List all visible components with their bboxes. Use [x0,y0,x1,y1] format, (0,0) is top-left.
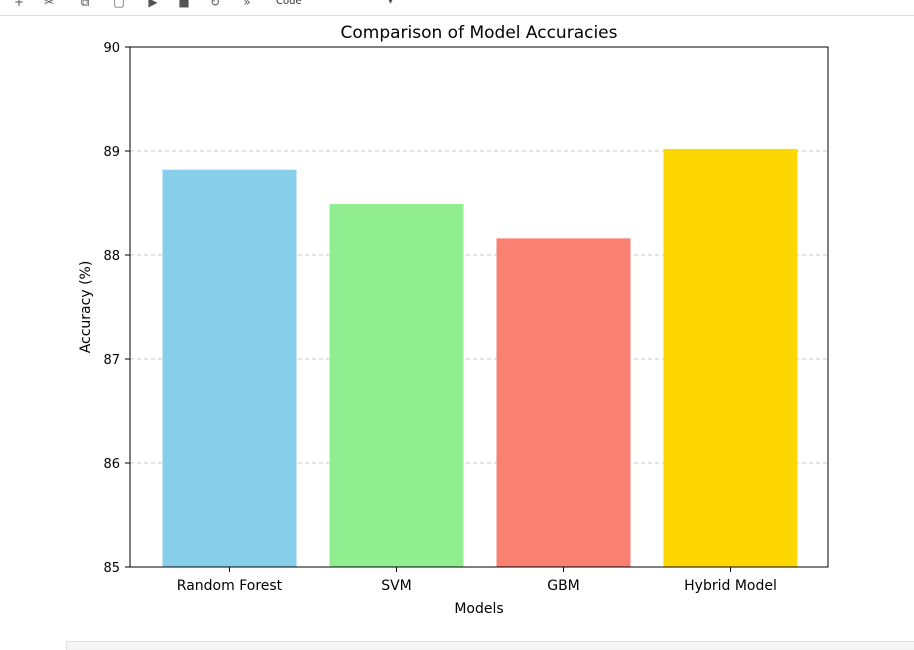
y-tick-label: 87 [103,353,120,368]
chart-title: Comparison of Model Accuracies [340,23,617,43]
chevron-down-icon: ▾ [387,0,393,7]
x-tick-label: Random Forest [177,578,283,594]
y-tick-label: 90 [103,41,120,56]
paste-icon[interactable]: ▢ [113,0,125,9]
cell-type-select[interactable]: Code ▾ [270,0,395,8]
bar-svm [329,204,464,568]
y-tick-label: 89 [103,145,120,160]
bar-random-forest [162,169,297,567]
copy-icon[interactable]: ⧉ [80,0,90,9]
x-axis-ticks: Random Forest SVM GBM Hybrid Model [177,567,777,594]
y-axis-ticks: 85 86 87 88 89 90 [103,41,130,576]
x-axis-label: Models [454,601,503,617]
y-tick-label: 85 [103,561,120,576]
bar-hybrid-model [663,148,798,568]
plot-area-frame [129,46,829,568]
x-tick-label: GBM [547,578,580,594]
y-tick-label: 88 [103,249,120,264]
stop-icon[interactable]: ■ [178,0,190,9]
fast-forward-icon[interactable]: » [243,0,251,9]
cut-icon[interactable]: ✂ [43,0,55,9]
x-tick-label: SVM [381,578,412,594]
run-icon[interactable]: ▶ [148,0,158,9]
restart-icon[interactable]: ↻ [209,0,221,9]
cell-type-label: Code [276,0,302,7]
x-tick-label: Hybrid Model [684,578,777,594]
notebook-toolbar: + ✂ ⧉ ▢ ▶ ■ ↻ » Code ▾ [0,0,914,16]
y-axis-label: Accuracy (%) [78,261,94,354]
next-notebook-cell[interactable] [66,641,914,650]
bars [162,148,798,568]
y-tick-label: 86 [103,457,120,472]
bar-gbm [496,238,631,568]
add-icon[interactable]: + [13,0,25,9]
